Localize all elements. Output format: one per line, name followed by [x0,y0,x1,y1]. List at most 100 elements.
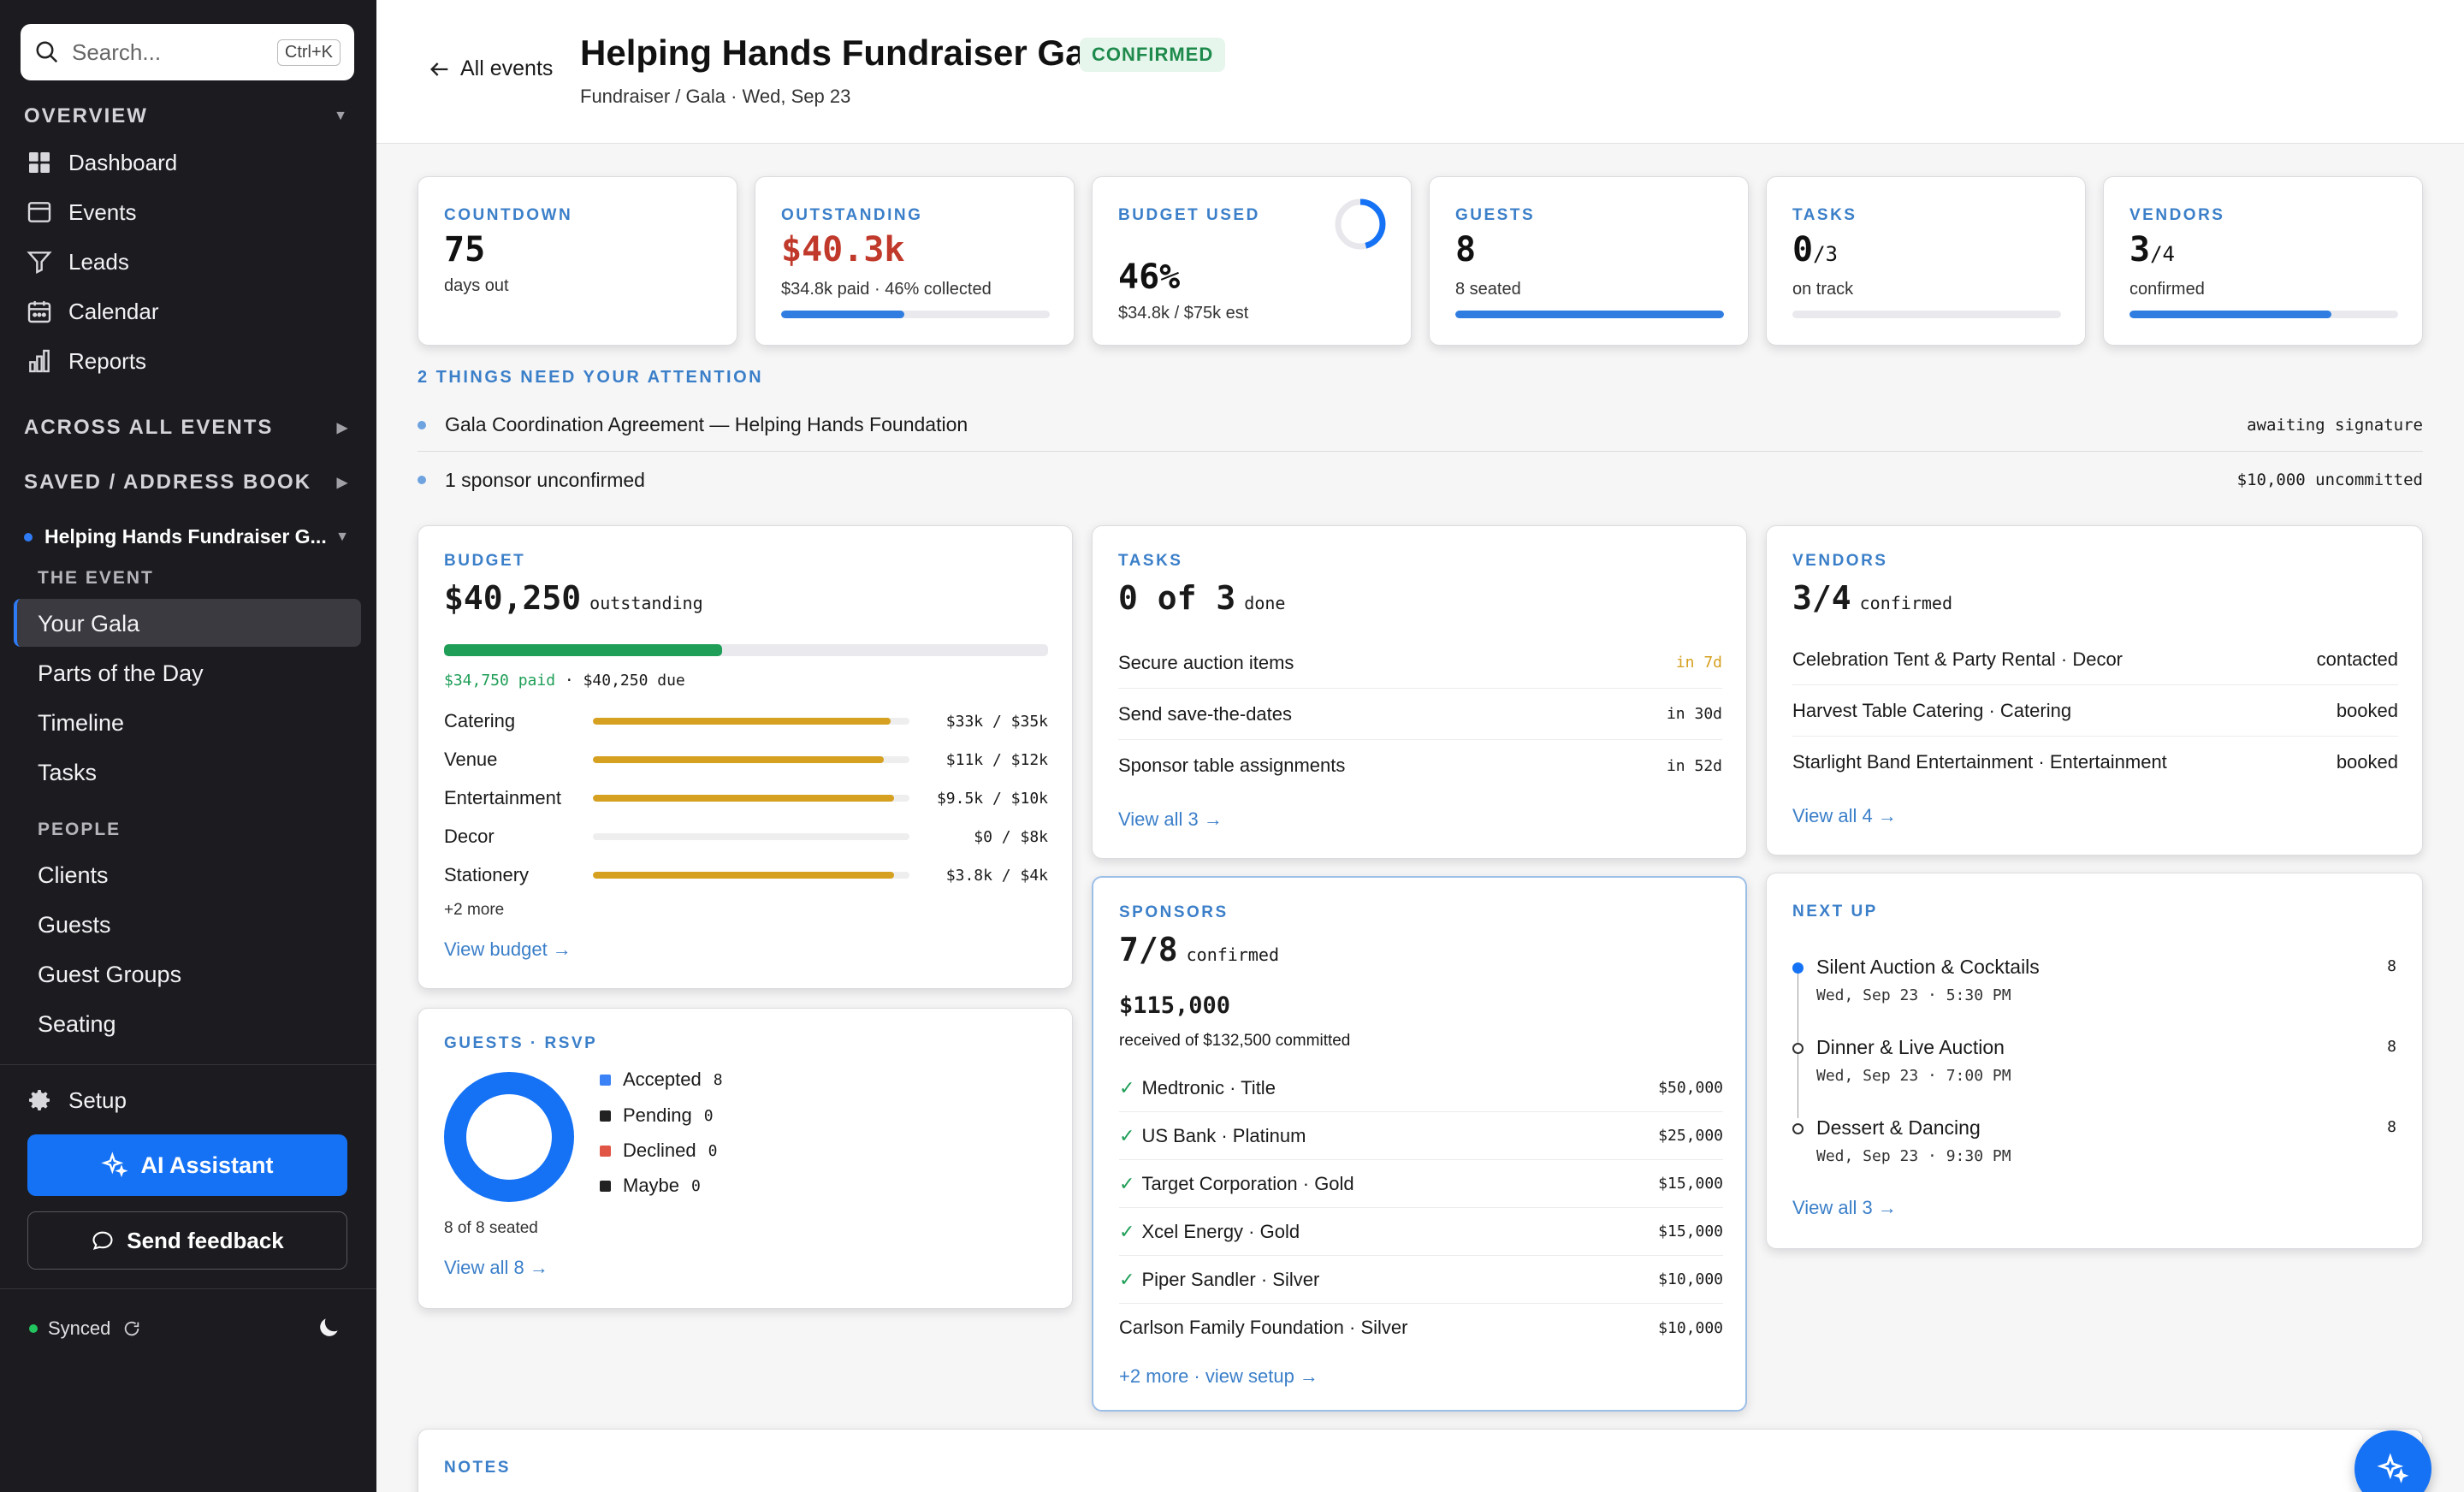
current-event-selector[interactable]: Helping Hands Fundraiser G... ▼ [24,525,349,548]
stat-card-countdown[interactable]: COUNTDOWN 75 days out [418,176,737,346]
sponsor-name: Piper Sandler · Silver [1141,1268,1320,1290]
nav-setup[interactable]: Setup [26,1086,127,1114]
sponsor-row[interactable]: Carlson Family Foundation · Silver $10,0… [1119,1304,1723,1352]
moon-icon[interactable] [315,1314,342,1341]
sidebar: Search... Ctrl+K OVERVIEW ▼ Dashboard Ev… [0,0,376,1492]
budget-row[interactable]: Catering $33k / $35k [444,704,1048,738]
next-up-item[interactable]: Dessert & Dancing Wed, Sep 23 · 9:30 PM … [1792,1116,2396,1176]
stat-card-outstanding[interactable]: OUTSTANDING $40.3k $34.8k paid · 46% col… [755,176,1075,346]
nav-guests[interactable]: Guests [38,912,111,938]
budget-row-amount: $3.8k / $4k [945,866,1048,885]
search-shortcut: Ctrl+K [276,38,341,66]
nav-events[interactable]: Events [26,198,137,226]
vendor-row[interactable]: Starlight Band Entertainment · Entertain… [1792,737,2398,788]
section-overview[interactable]: OVERVIEW ▼ [24,104,349,128]
send-feedback-button[interactable]: Send feedback [27,1211,347,1270]
nav-timeline[interactable]: Timeline [38,710,125,736]
sponsors-total: $115,000 [1119,992,1231,1019]
search-placeholder: Search... [72,38,162,65]
nav-leads[interactable]: Leads [26,248,129,275]
nav-calendar[interactable]: Calendar [26,298,159,325]
vendor-row[interactable]: Celebration Tent & Party Rental · Decor … [1792,634,2398,685]
back-to-all-events-link[interactable]: All events [428,56,553,81]
nav-your-gala[interactable]: Your Gala [38,611,140,636]
legend-swatch [600,1110,611,1122]
refresh-icon[interactable] [122,1319,141,1338]
ring-fill [1335,198,1386,250]
stat-card-vendors[interactable]: VENDORS 3/4 confirmed [2103,176,2423,346]
nav-seating[interactable]: Seating [38,1011,116,1037]
card-label: NEXT UP [1792,903,1878,921]
notes-card: NOTES [418,1429,2423,1492]
view-all-guests-link[interactable]: View all 8 → [444,1257,548,1278]
sponsor-row[interactable]: ✓ Xcel Energy · Gold $15,000 [1119,1208,1723,1256]
legend-value: 0 [691,1176,701,1195]
task-name: Secure auction items [1118,651,1294,673]
stat-value-total: /3 [1813,242,1838,266]
sponsor-amount: $25,000 [1658,1127,1723,1145]
sponsor-row[interactable]: ✓ Target Corporation · Gold $15,000 [1119,1160,1723,1208]
budget-more[interactable]: +2 more [444,901,505,919]
nav-dashboard[interactable]: Dashboard [26,149,177,176]
stat-card-tasks[interactable]: TASKS 0/3 on track [1766,176,2086,346]
sponsors-summary: 7/8 confirmed [1119,931,1279,968]
stat-card-budget-used[interactable]: BUDGET USED 46% $34.8k / $75k est [1092,176,1412,346]
vendor-row[interactable]: Harvest Table Catering · Catering booked [1792,685,2398,737]
nav-reports-label: Reports [68,347,147,374]
budget-row-bar [593,872,909,879]
budget-summary: $40,250 outstanding [444,579,703,617]
budget-row[interactable]: Decor $0 / $8k [444,820,1048,854]
attention-item[interactable]: Gala Coordination Agreement — Helping Ha… [418,399,2423,452]
next-up-item[interactable]: Silent Auction & Cocktails Wed, Sep 23 ·… [1792,956,2396,1015]
budget-row-fill [593,718,891,725]
budget-row-fill [593,756,885,763]
stat-card-guests[interactable]: GUESTS 8 8 seated [1429,176,1749,346]
view-all-vendors-link[interactable]: View all 4 → [1792,805,1897,826]
nav-clients[interactable]: Clients [38,862,109,888]
task-row[interactable]: Send save-the-dates in 30d [1118,689,1722,740]
sponsor-row[interactable]: ✓ Medtronic · Title $50,000 [1119,1064,1723,1112]
legend-swatch [600,1145,611,1157]
sponsor-row[interactable]: ✓ Piper Sandler · Silver $10,000 [1119,1256,1723,1304]
next-up-time: Wed, Sep 23 · 9:30 PM [1816,1147,2011,1165]
view-sponsors-setup-link[interactable]: +2 more · view setup → [1119,1365,1318,1387]
check-icon: ✓ [1119,1124,1135,1146]
progress-bar [2129,311,2398,318]
task-row[interactable]: Sponsor table assignments in 52d [1118,740,1722,791]
ai-assistant-label: AI Assistant [140,1152,274,1178]
stat-value-main: 3 [2129,230,2151,269]
sponsor-row[interactable]: ✓ US Bank · Platinum $25,000 [1119,1112,1723,1160]
stat-value-total: /4 [2150,242,2175,266]
task-row[interactable]: Secure auction items in 7d [1118,637,1722,689]
budget-row-bar [593,833,909,840]
nav-tasks[interactable]: Tasks [38,760,98,785]
nav-reports[interactable]: Reports [26,347,146,375]
view-all-tasks-link[interactable]: View all 3 → [1118,808,1223,830]
next-up-item[interactable]: Dinner & Live Auction Wed, Sep 23 · 7:00… [1792,1036,2396,1096]
stat-sub: $34.8k paid · 46% collected [781,280,992,299]
section-across-events[interactable]: ACROSS ALL EVENTS ▶ [24,416,349,440]
budget-row[interactable]: Venue $11k / $12k [444,743,1048,777]
chevron-down-icon: ▼ [334,109,349,123]
stat-label: TASKS [1792,206,1857,224]
budget-row-fill [593,872,894,879]
ai-assistant-button[interactable]: AI Assistant [27,1134,347,1196]
nav-guest-groups[interactable]: Guest Groups [38,962,182,987]
stat-value: 8 [1455,230,1477,269]
section-saved[interactable]: SAVED / ADDRESS BOOK ▶ [24,471,349,494]
attention-item[interactable]: 1 sponsor unconfirmed $10,000 uncommitte… [418,453,2423,506]
budget-row[interactable]: Entertainment $9.5k / $10k [444,781,1048,815]
nav-parts-of-day[interactable]: Parts of the Day [38,660,204,686]
ai-assistant-fab[interactable] [2354,1430,2431,1492]
check-icon: ✓ [1119,1220,1135,1242]
card-label: BUDGET [444,552,526,570]
search-input[interactable]: Search... Ctrl+K [21,24,354,80]
next-up-count: 8 [2387,1038,2396,1056]
budget-row[interactable]: Stationery $3.8k / $4k [444,858,1048,892]
task-due: in 7d [1675,654,1722,672]
view-all-next-up-link[interactable]: View all 3 → [1792,1197,1897,1218]
guests-seated: 8 of 8 seated [444,1219,538,1237]
view-budget-link[interactable]: View budget → [444,938,572,960]
tasks-count: 0 of 3 [1118,579,1236,617]
guests-rsvp-card: GUESTS · RSVP Accepted 8 Pending 0 Decli… [418,1008,1073,1309]
